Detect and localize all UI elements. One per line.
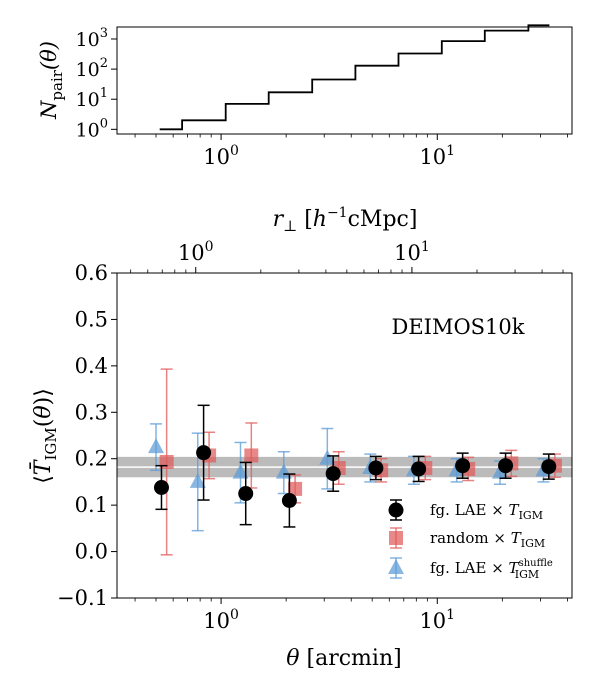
top-ytick-label: 101 (76, 86, 108, 111)
data-point (541, 459, 557, 475)
legend-label: random × TIGM (430, 529, 545, 550)
data-point (153, 480, 169, 495)
data-point (244, 448, 259, 463)
ytick-label: 0.3 (75, 400, 108, 424)
top-ytick-label: 100 (76, 116, 108, 141)
data-point (455, 458, 471, 474)
legend: fg. LAE × TIGM random × TIGM fg. LAE × Tsh… (388, 499, 553, 581)
top-ytick-label: 103 (76, 26, 108, 51)
data-point (196, 445, 212, 461)
ytick-label: 0.1 (75, 493, 108, 517)
top-xlabel: r⊥ [h−1cMpc] (273, 205, 418, 235)
data-point (148, 438, 165, 454)
legend-label: fg. LAE × TIGM (430, 501, 543, 522)
data-point (325, 466, 341, 482)
data-point (232, 463, 249, 479)
legend-marker (389, 531, 403, 545)
pair-count-panel: 100 101 100 101 102 103 Npair(θ) (37, 24, 573, 169)
top-axis-ticks: 100 101 100 101 102 103 (76, 26, 568, 169)
data-point (281, 493, 297, 508)
bottom-axis-ticks: −0.1 0.0 0.1 0.2 0.3 0.4 0.5 0.6 100 101 (57, 261, 568, 633)
bottom-xlabel: θ [arcmin] (286, 646, 401, 671)
top-xtick-label: 100 (203, 143, 239, 169)
series-triangle (148, 423, 552, 532)
bottom-plot-frame (116, 272, 573, 599)
legend-marker (388, 502, 404, 518)
legend-label: fg. LAE × Tshuffle IGM (430, 558, 553, 581)
annotation-label: DEIMOS10k (391, 315, 524, 339)
ytick-label: 0.0 (75, 540, 108, 564)
series-circle (153, 404, 557, 528)
data-point (411, 461, 427, 477)
xtick-label: 101 (419, 607, 455, 633)
top-xtick-label: 101 (419, 143, 455, 169)
bottom-ylabel: ⟨T̄IGM(θ)⟩ (29, 388, 60, 484)
top-plot-frame (116, 26, 573, 135)
top-secondary-axis-ticks: 100 101 (130, 239, 564, 273)
data-point (368, 460, 384, 476)
data-point (288, 481, 303, 496)
legend-marker (388, 559, 404, 574)
data-point (491, 463, 508, 479)
ytick-label: 0.5 (75, 307, 108, 331)
ytick-label: 0.6 (75, 261, 108, 285)
data-point (498, 458, 514, 474)
top-axis-tick-label: 100 (178, 239, 214, 265)
data-point (275, 463, 292, 479)
xtick-label: 100 (203, 607, 239, 633)
correlation-panel: −0.1 0.0 0.1 0.2 0.3 0.4 0.5 0.6 100 101 100 101 D… (29, 205, 573, 671)
top-ylabel: Npair(θ) (37, 41, 66, 120)
series-square (159, 368, 562, 556)
ytick-label: 0.2 (75, 447, 108, 471)
ytick-label: 0.4 (75, 354, 108, 378)
top-axis-tick-label: 101 (394, 239, 430, 265)
pair-count-step-line (159, 24, 550, 131)
top-ytick-label: 102 (76, 56, 108, 81)
data-point (189, 472, 206, 488)
data-point (319, 449, 336, 465)
data-point (238, 486, 254, 502)
series-layer (148, 368, 562, 556)
ytick-label: −0.1 (57, 586, 108, 610)
